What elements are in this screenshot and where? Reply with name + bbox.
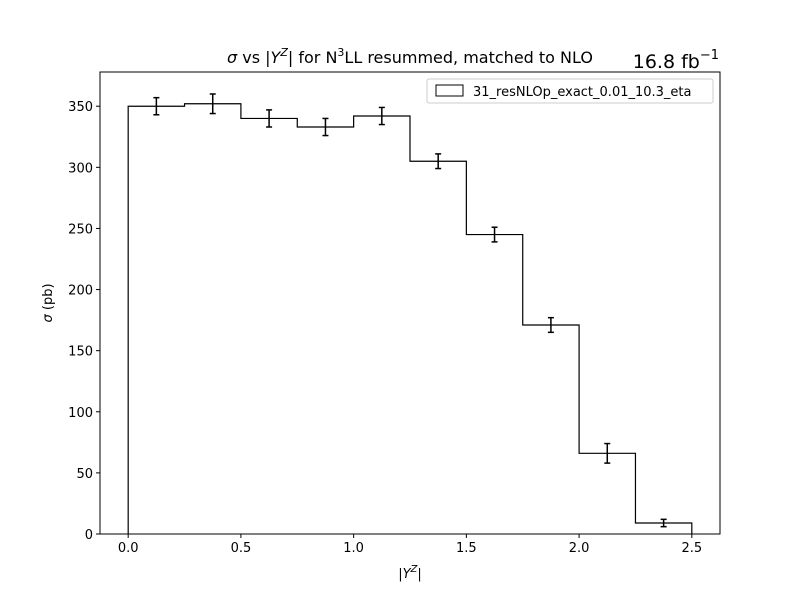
x-tick-label: 2.0 <box>569 541 590 556</box>
x-tick-label: 1.5 <box>456 541 477 556</box>
x-tick-label: 2.5 <box>681 541 702 556</box>
y-tick-label: 50 <box>76 467 93 482</box>
luminosity-label: 16.8 fb−1 <box>633 48 719 73</box>
histogram-bin <box>128 106 184 534</box>
legend: 31_resNLOp_exact_0.01_10.3_eta <box>426 78 714 104</box>
x-tick-label: 0.0 <box>118 541 139 556</box>
y-tick-label: 300 <box>68 161 93 176</box>
y-tick-label: 150 <box>68 345 93 360</box>
y-tick-label: 0 <box>85 528 93 543</box>
y-tick-label: 350 <box>68 100 93 115</box>
plot-area: 0.0 0.5 1.0 1.5 2.0 2.5 0 50 100 150 200 250 300 350 <box>68 93 702 556</box>
legend-swatch <box>435 84 464 97</box>
x-axis-label: |YZ| <box>398 564 422 582</box>
histogram-bin <box>185 104 241 534</box>
legend-box <box>426 78 714 104</box>
chart-title: σ vs |YZ| for N3LL resummed, matched to … <box>227 46 593 67</box>
histogram-bin <box>410 161 466 534</box>
axes-frame <box>99 71 721 535</box>
histogram-bin <box>241 118 297 534</box>
y-tick-label: 250 <box>68 222 93 237</box>
histogram-bin <box>523 325 579 534</box>
x-tick-label: 1.0 <box>343 541 364 556</box>
x-tick-label: 0.5 <box>231 541 252 556</box>
histogram-bin <box>579 453 635 534</box>
histogram-bin <box>466 235 522 534</box>
histogram-bin <box>354 116 410 534</box>
y-tick-label: 100 <box>68 406 93 421</box>
y-tick-label: 200 <box>68 284 93 299</box>
legend-label: 31_resNLOp_exact_0.01_10.3_eta <box>473 85 692 100</box>
y-axis-label: σ (pb) <box>41 283 56 322</box>
histogram-bin <box>297 127 353 534</box>
